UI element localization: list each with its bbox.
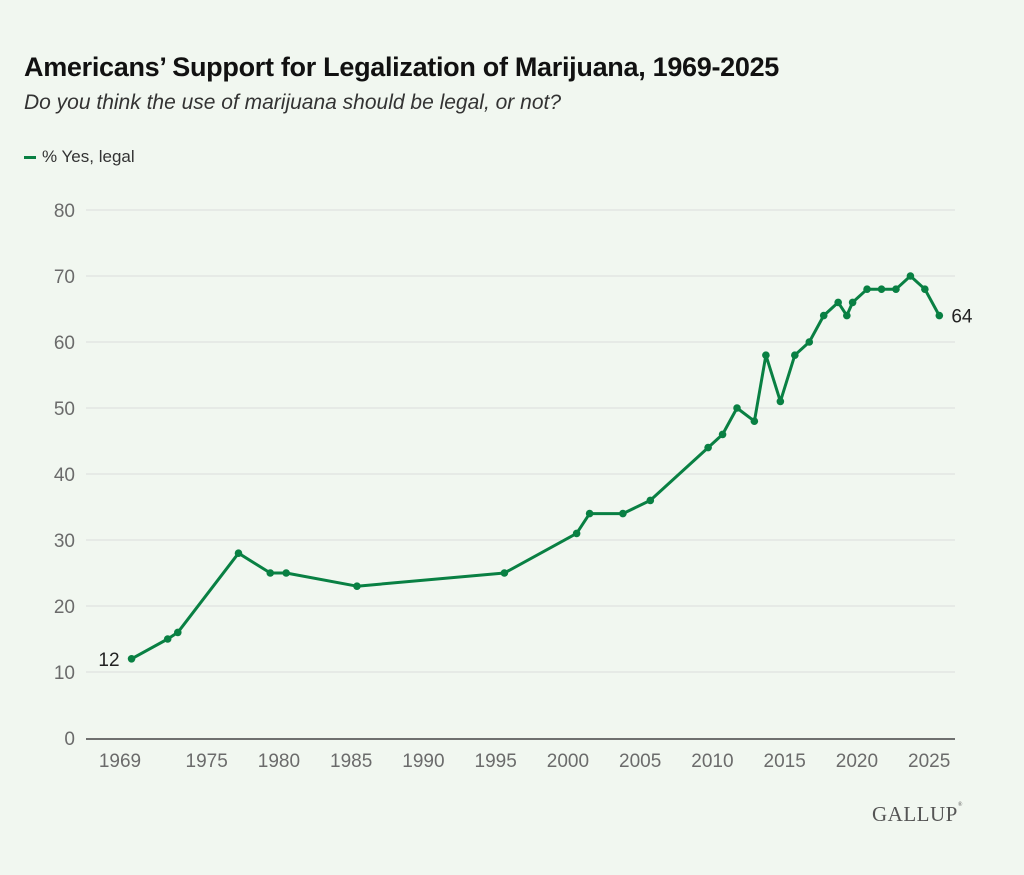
y-tick-label: 50 xyxy=(54,399,75,420)
x-tick-label: 2020 xyxy=(836,751,878,772)
data-point xyxy=(282,569,290,577)
data-point xyxy=(163,635,172,643)
logo-text: GALLUP xyxy=(872,802,958,826)
x-tick-label: 2015 xyxy=(764,751,806,772)
y-tick-label: 30 xyxy=(54,531,75,552)
data-label: 12 xyxy=(98,650,119,671)
data-point xyxy=(733,404,741,412)
data-point xyxy=(935,311,944,320)
data-point xyxy=(921,285,929,294)
y-tick-label: 20 xyxy=(54,597,75,618)
data-point xyxy=(174,628,182,637)
data-label: 64 xyxy=(951,307,973,328)
data-point xyxy=(877,285,886,294)
data-point xyxy=(585,509,594,518)
gallup-logo: GALLUP® xyxy=(872,802,963,827)
legend: % Yes, legal xyxy=(24,147,135,167)
data-point xyxy=(500,569,509,577)
data-point xyxy=(353,582,361,590)
y-tick-label: 0 xyxy=(64,729,75,750)
x-tick-label: 2000 xyxy=(547,751,589,772)
data-point xyxy=(762,351,770,360)
data-point xyxy=(704,443,712,452)
x-tick-label: 2010 xyxy=(691,751,733,772)
data-point xyxy=(619,509,627,518)
data-point xyxy=(843,311,851,320)
y-tick-label: 60 xyxy=(54,333,75,354)
data-point xyxy=(776,397,785,406)
x-tick-label: 2005 xyxy=(619,751,661,772)
data-point xyxy=(127,655,136,663)
y-tick-label: 70 xyxy=(54,267,75,288)
data-point xyxy=(863,285,871,294)
data-point xyxy=(791,351,799,360)
data-point xyxy=(892,285,900,294)
x-tick-label: 2025 xyxy=(908,751,950,772)
registered-mark: ® xyxy=(957,802,963,808)
chart-subtitle: Do you think the use of marijuana should… xyxy=(24,91,562,114)
data-point xyxy=(819,311,828,320)
data-point xyxy=(234,549,243,557)
y-tick-label: 10 xyxy=(54,663,75,684)
y-tick-label: 80 xyxy=(54,201,75,222)
x-tick-label: 1990 xyxy=(402,751,444,772)
data-point xyxy=(750,417,759,426)
data-point xyxy=(718,430,727,439)
legend-label: % Yes, legal xyxy=(42,147,135,166)
x-tick-label: 1985 xyxy=(330,751,372,772)
x-tick-label: 1975 xyxy=(186,751,228,772)
data-point xyxy=(572,529,581,538)
chart-title: Americans’ Support for Legalization of M… xyxy=(24,52,780,82)
x-tick-label: 1980 xyxy=(258,751,300,772)
data-point xyxy=(848,298,857,307)
x-tick-label: 1995 xyxy=(475,751,517,772)
legend-swatch xyxy=(24,155,36,159)
data-point xyxy=(805,338,814,346)
data-point xyxy=(266,569,275,577)
data-point xyxy=(834,298,842,307)
data-point xyxy=(646,496,655,505)
series-line xyxy=(130,274,941,661)
data-point xyxy=(906,272,915,280)
x-tick-label: 1969 xyxy=(99,751,141,772)
y-tick-label: 40 xyxy=(54,465,75,486)
